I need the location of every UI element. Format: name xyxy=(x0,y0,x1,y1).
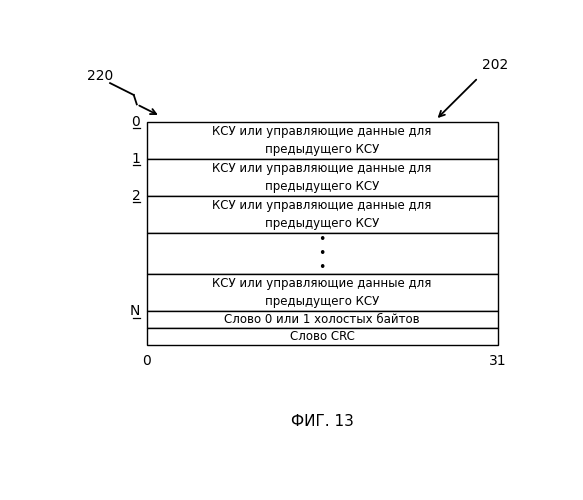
Bar xyxy=(146,159,497,196)
Text: 31: 31 xyxy=(489,354,507,368)
Text: Слово CRC: Слово CRC xyxy=(290,330,354,343)
Text: КСУ или управляющие данные для
предыдущего КСУ: КСУ или управляющие данные для предыдуще… xyxy=(212,124,432,156)
Text: Слово 0 или 1 холостых байтов: Слово 0 или 1 холостых байтов xyxy=(224,314,420,326)
Text: ФИГ. 13: ФИГ. 13 xyxy=(290,414,353,430)
Bar xyxy=(146,274,497,312)
Bar xyxy=(146,328,497,345)
Text: 202: 202 xyxy=(482,58,508,71)
Text: •: • xyxy=(318,247,326,260)
Text: •: • xyxy=(318,234,326,246)
Text: 2: 2 xyxy=(132,189,141,203)
Text: •: • xyxy=(318,261,326,274)
Text: КСУ или управляющие данные для
предыдущего КСУ: КСУ или управляющие данные для предыдуще… xyxy=(212,162,432,193)
Text: КСУ или управляющие данные для
предыдущего КСУ: КСУ или управляющие данные для предыдуще… xyxy=(212,199,432,230)
Text: N: N xyxy=(130,304,141,318)
Text: 0: 0 xyxy=(142,354,151,368)
Bar xyxy=(146,122,497,159)
Text: 220: 220 xyxy=(87,69,113,83)
Text: 1: 1 xyxy=(131,152,141,166)
Text: КСУ или управляющие данные для
предыдущего КСУ: КСУ или управляющие данные для предыдуще… xyxy=(212,278,432,308)
Bar xyxy=(146,233,497,274)
Bar xyxy=(146,312,497,328)
Bar xyxy=(146,196,497,233)
Text: 0: 0 xyxy=(132,114,141,128)
